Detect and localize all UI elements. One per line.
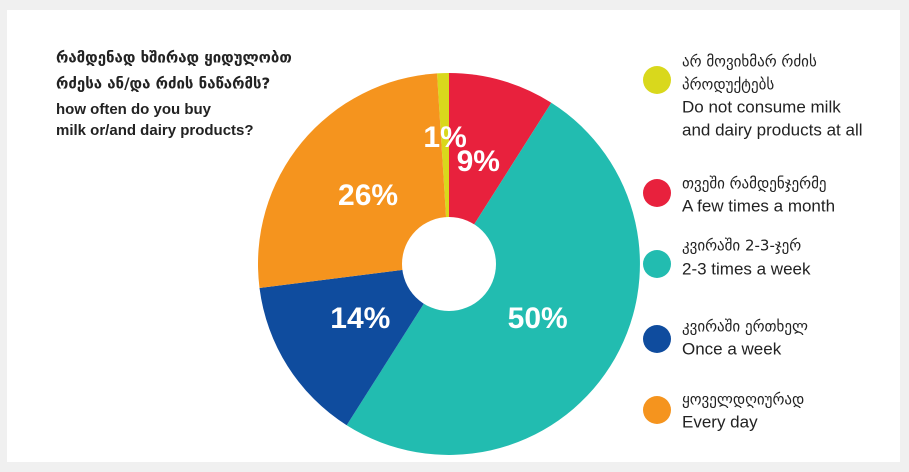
chart-subtitle: milk or/and dairy products? [56, 122, 254, 139]
legend-label: 2-3 times a week [682, 259, 811, 278]
chart-subtitle: how often do you buy [56, 101, 212, 118]
legend-swatch [643, 66, 671, 94]
value-label: 9% [457, 145, 500, 178]
value-label: 50% [508, 302, 568, 335]
legend-label: Do not consume milk [682, 97, 841, 116]
legend-label: კვირაში ერთხელ [682, 318, 808, 336]
value-label: 1% [423, 121, 466, 154]
legend-label: Every day [682, 412, 758, 431]
slice [449, 73, 552, 264]
value-label: 14% [330, 302, 390, 335]
value-label: 26% [338, 179, 398, 212]
chart-title: რამდენად ხშირად ყიდულობთ [56, 49, 292, 67]
legend-swatch [643, 250, 671, 278]
legend-swatch [643, 396, 671, 424]
legend-label: პროდუქტებს [682, 76, 774, 94]
legend-swatch [643, 179, 671, 207]
slice [437, 73, 449, 264]
slice [259, 264, 449, 426]
legend-swatch [643, 325, 671, 353]
legend-label: A few times a month [682, 196, 835, 215]
legend-label: არ მოვიხმარ რძის [682, 53, 817, 71]
slice [258, 73, 449, 288]
legend-label: ყოველდღიურად [682, 391, 804, 409]
legend-label: Once a week [682, 339, 782, 358]
legend-label: კვირაში 2-3-ჯერ [682, 237, 801, 255]
chart-title: რძესა ან/და რძის ნაწარმს? [56, 75, 270, 93]
legend-label: and dairy products at all [682, 120, 863, 139]
donut-hole [402, 217, 496, 311]
legend-label: თვეში რამდენჯერმე [682, 175, 827, 193]
